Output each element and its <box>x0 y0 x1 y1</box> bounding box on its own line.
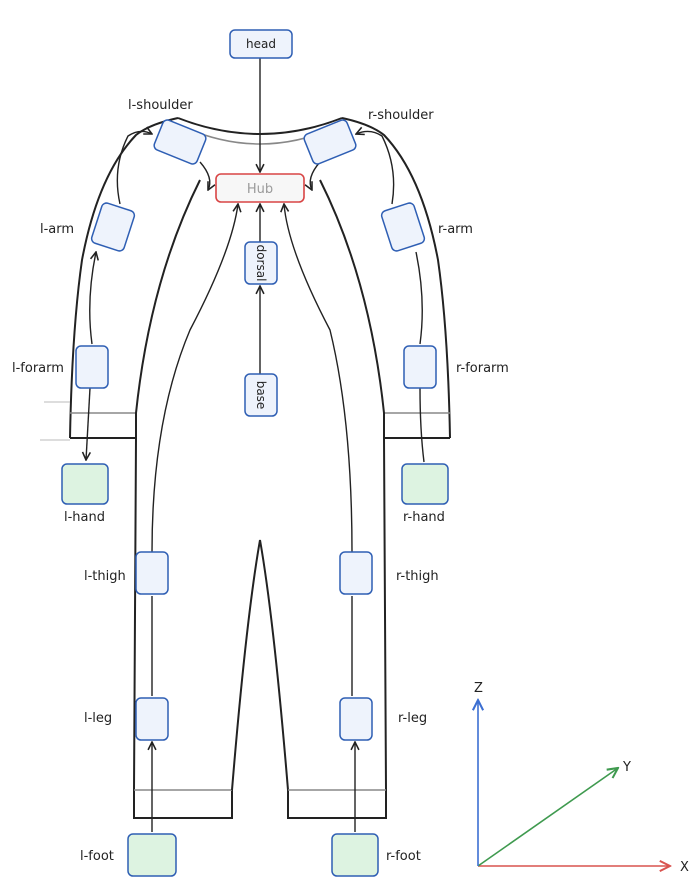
l-hand-sensor <box>61 463 109 505</box>
dorsal-node: dorsal <box>244 241 278 285</box>
head-node: head <box>229 29 293 59</box>
r-hand-sensor <box>401 463 449 505</box>
l-leg-label: l-leg <box>84 711 112 726</box>
l-arm-label: l-arm <box>40 222 74 237</box>
hub-node: Hub <box>215 173 305 203</box>
l-thigh-sensor <box>135 551 169 595</box>
r-shoulder-label: r-shoulder <box>368 108 434 123</box>
z-axis-label: Z <box>474 681 483 696</box>
r-shoulder-sensor <box>303 119 357 165</box>
l-thigh-label: l-thigh <box>84 569 126 584</box>
connections <box>86 58 425 832</box>
r-arm-sensor <box>380 202 426 252</box>
l-hand-label: l-hand <box>64 510 105 525</box>
y-axis-arrow <box>477 768 618 867</box>
l-forarm-label: l-forarm <box>12 361 64 376</box>
base-label: base <box>254 381 268 410</box>
r-thigh-label: r-thigh <box>396 569 439 584</box>
r-leg-sensor <box>339 697 373 741</box>
l-foot-label: l-foot <box>80 849 114 864</box>
head-label: head <box>246 37 276 51</box>
coordinate-axes <box>478 700 670 866</box>
base-node: base <box>244 373 278 417</box>
l-forarm-sensor <box>75 345 109 389</box>
dorsal-label: dorsal <box>254 245 268 282</box>
y-axis-label: Y <box>622 760 631 775</box>
r-hand-label: r-hand <box>403 510 445 525</box>
r-foot-sensor <box>331 833 379 877</box>
hub-label: Hub <box>247 182 273 197</box>
r-foot-label: r-foot <box>386 849 421 864</box>
l-arm-sensor <box>90 202 136 252</box>
r-forarm-sensor <box>403 345 437 389</box>
r-leg-label: r-leg <box>398 711 427 726</box>
x-axis-label: X <box>680 860 689 875</box>
l-leg-sensor <box>135 697 169 741</box>
l-foot-sensor <box>127 833 177 877</box>
r-thigh-sensor <box>339 551 373 595</box>
l-shoulder-sensor <box>153 119 207 165</box>
l-shoulder-label: l-shoulder <box>128 98 193 113</box>
r-forarm-label: r-forarm <box>456 361 509 376</box>
r-arm-label: r-arm <box>438 222 473 237</box>
